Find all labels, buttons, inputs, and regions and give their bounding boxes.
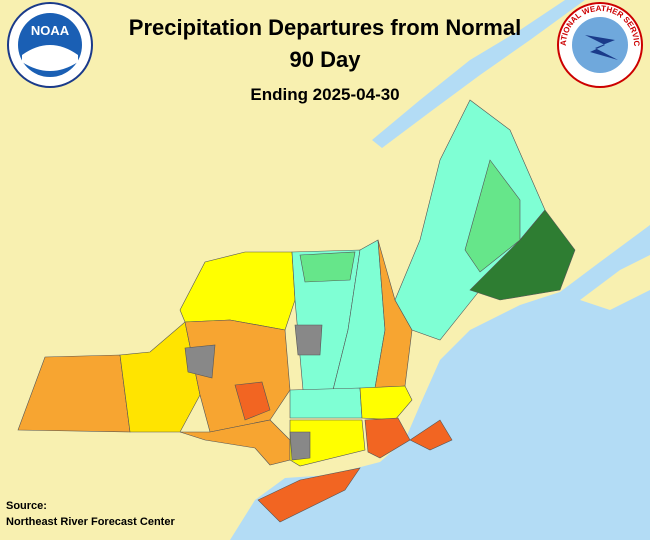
region [364,417,411,459]
region [464,159,521,273]
subtitle: 90 Day [290,47,362,72]
source-label: Source: [6,500,47,512]
ocean [230,225,650,540]
noaa-logo: NOAA [7,2,93,88]
river [372,0,585,148]
date: Ending 2025-04-30 [250,85,399,104]
logo-text: NOAA [31,23,70,38]
region [234,381,271,421]
region [257,467,361,523]
land [580,255,650,310]
source-name: Northeast River Forecast Center [6,516,175,528]
region [289,387,363,419]
region [184,344,216,379]
region [409,419,453,451]
region [359,385,413,421]
region [294,324,323,356]
region [289,431,311,461]
region [299,251,356,283]
title: Precipitation Departures from Normal [129,15,521,40]
